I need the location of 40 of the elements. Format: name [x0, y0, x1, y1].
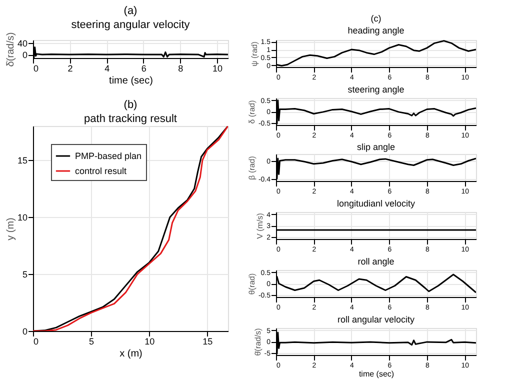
x-tick-label: 8 [178, 64, 184, 74]
chart-subtitle: heading angle [348, 26, 404, 36]
y-axis-title: y (m) [5, 218, 16, 240]
chart-subtitle: steering angular velocity [71, 18, 190, 31]
x-axis-title: time (sec) [109, 76, 153, 86]
chart-title: roll angular velocity [337, 314, 416, 324]
x-tick-label: 4 [104, 64, 110, 74]
y-tick-label: 0 [22, 326, 28, 336]
legend-label: PMP-based plan [75, 151, 142, 161]
chart-title: slip angle [356, 142, 396, 152]
y-tick-label: 5 [22, 270, 28, 280]
chart-title: longitudianl velocity [336, 198, 416, 208]
chart-title: (a) [124, 4, 138, 17]
y-axis-title: θ̇(rad/s) [253, 328, 262, 356]
y-axis-title: V (m/s) [256, 212, 265, 239]
y-axis-title: ψ (rad) [250, 41, 259, 66]
x-axis-title: x (m) [120, 348, 142, 360]
x-axis-title: time (sec) [358, 370, 394, 378]
chart-title: (b) [124, 99, 138, 111]
x-tick-label: 6 [141, 64, 146, 74]
y-tick-label: 0 [22, 50, 28, 60]
chart-title: steering angle [348, 84, 404, 94]
x-tick-label: 15 [202, 336, 213, 346]
y-axis-title: δ (rad) [247, 100, 256, 124]
chart-subtitle: path tracking result [84, 113, 177, 125]
y-tick-label: 15 [17, 156, 28, 166]
x-tick-label: 2 [68, 64, 73, 74]
y-axis-title: β (rad) [247, 156, 256, 180]
x-tick-label: 10 [212, 64, 222, 74]
y-tick-label: 40 [17, 38, 28, 48]
x-tick-label: 0 [34, 64, 39, 74]
x-tick-label: 0 [34, 336, 39, 346]
chart-title: (c) [370, 14, 382, 24]
y-tick-label: 10 [17, 212, 28, 223]
x-tick-label: 10 [144, 336, 155, 346]
legend-label: control result [75, 166, 128, 176]
x-tick-label: 5 [89, 336, 94, 346]
chart-title: roll angle [358, 256, 394, 266]
y-axis-title: θ(rad) [247, 272, 256, 295]
y-axis-title: δ̇(rad/s) [5, 32, 16, 67]
